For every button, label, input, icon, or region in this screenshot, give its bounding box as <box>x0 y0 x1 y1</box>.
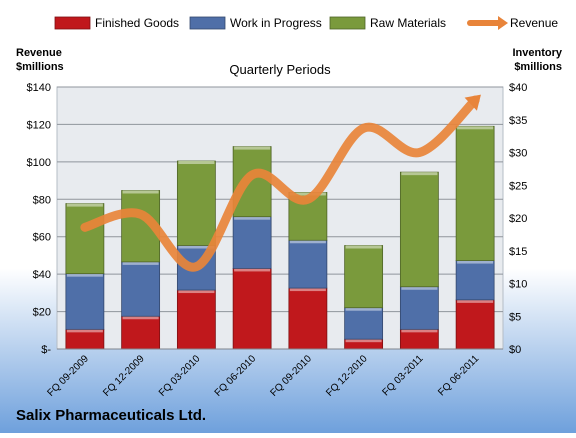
work-in-progress-bar-highlight <box>346 308 382 311</box>
work-in-progress-bar <box>122 262 160 316</box>
finished-goods-bar <box>233 268 271 349</box>
left-axis-title-line2: $millions <box>16 61 64 73</box>
finished-goods-bar-highlight <box>290 288 326 291</box>
raw-materials-bar <box>177 161 215 245</box>
work-in-progress-bar <box>345 308 383 339</box>
work-in-progress-bar-highlight <box>67 274 103 277</box>
work-in-progress-bar-highlight <box>123 262 159 265</box>
raw-materials-bar <box>345 246 383 308</box>
raw-materials-bar-highlight <box>234 147 270 150</box>
raw-materials-bar <box>456 126 494 260</box>
finished-goods-bar <box>456 300 494 349</box>
finished-goods-bar-highlight <box>346 339 382 342</box>
finished-goods-bar <box>177 290 215 349</box>
chart-title: Quarterly Periods <box>229 62 331 77</box>
legend-label-revenue: Revenue <box>510 16 558 30</box>
raw-materials-bar-highlight <box>346 246 382 249</box>
left-axis-title-line1: Revenue <box>16 47 62 59</box>
right-tick-label: $0 <box>509 344 521 356</box>
raw-materials-bar <box>233 147 271 217</box>
work-in-progress-bar-highlight <box>290 240 326 243</box>
legend-swatch-finished-goods <box>55 17 90 29</box>
finished-goods-bar <box>122 316 160 349</box>
right-tick-label: $35 <box>509 115 527 127</box>
left-tick-label: $80 <box>33 194 51 206</box>
work-in-progress-bar <box>233 217 271 269</box>
raw-materials-bar-highlight <box>178 161 214 164</box>
raw-materials-bar-highlight <box>457 126 493 129</box>
finished-goods-bar-highlight <box>234 268 270 271</box>
right-tick-label: $10 <box>509 279 527 291</box>
finished-goods-bar-highlight <box>457 300 493 303</box>
work-in-progress-bar <box>456 261 494 300</box>
work-in-progress-bar-highlight <box>401 287 437 290</box>
left-tick-label: $100 <box>27 157 51 169</box>
finished-goods-bar-highlight <box>67 329 103 332</box>
legend-label-work-in-progress: Work in Progress <box>230 16 322 30</box>
left-tick-label: $40 <box>33 269 51 281</box>
finished-goods-bar-highlight <box>178 290 214 293</box>
left-tick-label: $120 <box>27 119 51 131</box>
work-in-progress-bar-highlight <box>457 261 493 264</box>
work-in-progress-bar-highlight <box>234 217 270 220</box>
right-tick-label: $5 <box>509 311 521 323</box>
raw-materials-bar <box>400 172 438 287</box>
company-name: Salix Pharmaceuticals Ltd. <box>16 407 206 424</box>
right-tick-label: $40 <box>509 82 527 94</box>
right-tick-label: $20 <box>509 213 527 225</box>
left-tick-label: $140 <box>27 82 51 94</box>
finished-goods-bar-highlight <box>123 316 159 319</box>
legend-label-finished-goods: Finished Goods <box>95 16 179 30</box>
raw-materials-bar <box>66 204 104 274</box>
work-in-progress-bar <box>66 274 104 330</box>
raw-materials-bar-highlight <box>67 204 103 207</box>
left-tick-label: $60 <box>33 232 51 244</box>
work-in-progress-bar <box>400 287 438 330</box>
raw-materials-bar-highlight <box>401 172 437 175</box>
right-axis-title-line2: $millions <box>514 61 562 73</box>
right-tick-label: $30 <box>509 148 527 160</box>
right-axis-title-line1: Inventory <box>512 47 562 59</box>
legend-swatch-work-in-progress <box>190 17 225 29</box>
raw-materials-bar-highlight <box>123 190 159 193</box>
right-tick-label: $25 <box>509 180 527 192</box>
left-tick-label: $- <box>41 344 51 356</box>
finished-goods-bar-highlight <box>401 329 437 332</box>
legend-label-raw-materials: Raw Materials <box>370 16 446 30</box>
legend-swatch-raw-materials <box>330 17 365 29</box>
finished-goods-bar <box>289 288 327 349</box>
work-in-progress-bar <box>289 240 327 288</box>
right-tick-label: $15 <box>509 246 527 258</box>
left-tick-label: $20 <box>33 307 51 319</box>
